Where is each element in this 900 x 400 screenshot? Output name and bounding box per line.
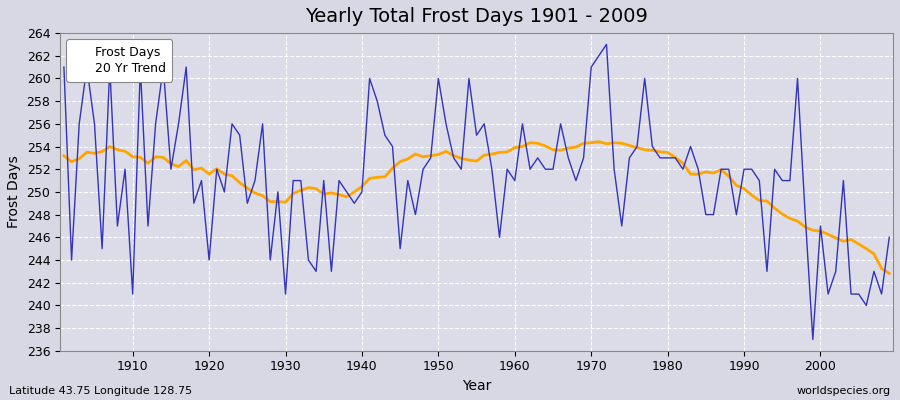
Text: worldspecies.org: worldspecies.org — [796, 386, 891, 396]
X-axis label: Year: Year — [462, 379, 491, 393]
20 Yr Trend — [334, 192, 345, 197]
Title: Yearly Total Frost Days 1901 - 2009: Yearly Total Frost Days 1901 - 2009 — [305, 7, 648, 26]
20 Yr Trend — [58, 154, 69, 158]
20 Yr Trend — [593, 139, 604, 144]
Line: 20 Yr Trend: 20 Yr Trend — [64, 142, 889, 274]
Frost Days — [58, 65, 69, 70]
Frost Days — [601, 42, 612, 47]
Frost Days — [807, 337, 818, 342]
Frost Days — [501, 167, 512, 172]
20 Yr Trend — [501, 150, 512, 154]
Frost Days — [288, 178, 299, 183]
Line: Frost Days: Frost Days — [64, 44, 889, 340]
Frost Days — [608, 167, 619, 172]
Legend: Frost Days, 20 Yr Trend: Frost Days, 20 Yr Trend — [67, 39, 172, 82]
Y-axis label: Frost Days: Frost Days — [7, 156, 21, 228]
20 Yr Trend — [509, 145, 520, 150]
Frost Days — [509, 178, 520, 183]
Frost Days — [334, 178, 345, 183]
20 Yr Trend — [288, 191, 299, 196]
20 Yr Trend — [884, 271, 895, 276]
Frost Days — [120, 167, 130, 172]
20 Yr Trend — [608, 140, 619, 145]
Frost Days — [884, 235, 895, 240]
20 Yr Trend — [120, 149, 130, 154]
Text: Latitude 43.75 Longitude 128.75: Latitude 43.75 Longitude 128.75 — [9, 386, 192, 396]
